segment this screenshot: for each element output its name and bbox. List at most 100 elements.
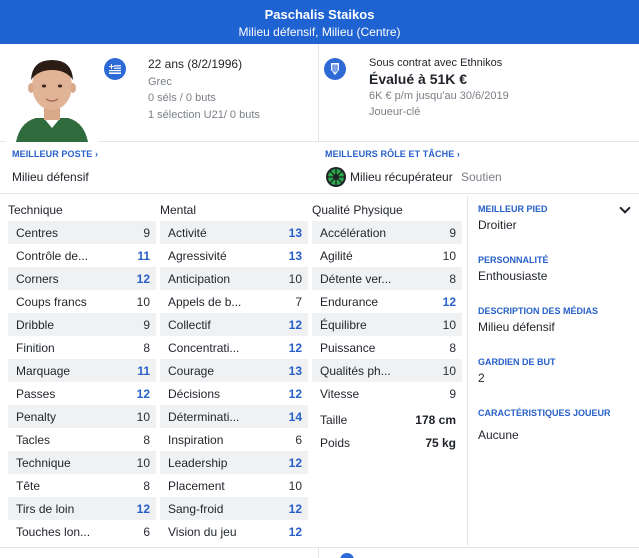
attribute-name: Leadership [168,456,228,470]
attribute-name: Vitesse [320,387,360,401]
physical-header: Qualité Physique [312,203,403,217]
attribute-row[interactable]: Centres 9 [8,221,156,244]
attribute-row[interactable]: Inspiration 6 [160,428,308,451]
attribute-value: 13 [288,226,302,240]
attribute-name: Tête [16,479,41,493]
attribute-name: Vision du jeu [168,525,237,539]
player-traits-value: Aucune [478,428,519,442]
attribute-row[interactable]: Vitesse 9 [312,382,462,405]
weight-row: Poids 75 kg [312,431,462,454]
best-position-link[interactable]: MEILLEUR POSTE › [12,149,98,159]
attribute-name: Sang-froid [168,502,224,516]
attribute-row[interactable]: Collectif 12 [160,313,308,336]
player-overview: 22 ans (8/2/1996) Grec 0 séls / 0 buts 1… [0,44,639,142]
bottom-divider [0,547,639,548]
player-header: Paschalis Staikos Milieu défensif, Milie… [0,0,639,44]
attribute-row[interactable]: Coups francs 10 [8,290,156,313]
attribute-row[interactable]: Finition 8 [8,336,156,359]
chevron-right-icon: › [456,149,461,159]
section-divider [0,193,639,194]
attribute-value: 13 [288,249,302,263]
attribute-row[interactable]: Anticipation 10 [160,267,308,290]
attribute-row[interactable]: Contrôle de... 11 [8,244,156,267]
attribute-row[interactable]: Vision du jeu 12 [160,520,308,543]
attribute-row[interactable]: Technique 10 [8,451,156,474]
attribute-row[interactable]: Dribble 9 [8,313,156,336]
attribute-row[interactable]: Tirs de loin 12 [8,497,156,520]
attribute-value: 10 [442,364,456,378]
attribute-name: Passes [16,387,56,401]
attribute-row[interactable]: Placement 10 [160,474,308,497]
player-name: Paschalis Staikos [264,7,375,22]
chevron-down-icon[interactable] [619,202,631,214]
attribute-name: Penalty [16,410,57,424]
attribute-row[interactable]: Appels de b... 7 [160,290,308,313]
role-suitability-icon [326,167,346,187]
attribute-value: 10 [288,479,302,493]
attribute-name: Agilité [320,249,353,263]
attribute-row[interactable]: Leadership 12 [160,451,308,474]
ethnikos-crest-icon[interactable] [324,58,346,80]
attribute-row[interactable]: Détente ver... 8 [312,267,462,290]
attribute-row[interactable]: Décisions 12 [160,382,308,405]
attribute-name: Équilibre [320,318,367,332]
attribute-row[interactable]: Accélération 9 [312,221,462,244]
attribute-name: Dribble [16,318,55,332]
attribute-name: Centres [16,226,59,240]
media-description-label: DESCRIPTION DES MÉDIAS [478,306,599,316]
player-traits-label: CARACTÉRISTIQUES JOUEUR [478,408,611,418]
best-role-link[interactable]: MEILLEURS RÔLE ET TÂCHE › [325,149,460,159]
attribute-row[interactable]: Penalty 10 [8,405,156,428]
attribute-row[interactable]: Activité 13 [160,221,308,244]
attribute-row[interactable]: Agressivité 13 [160,244,308,267]
player-age: 22 ans (8/2/1996) [148,57,243,71]
player-value: Évalué à 51K € [369,71,468,87]
attribute-value: 12 [288,525,302,539]
height-row: Taille 178 cm [312,408,462,431]
attribute-value: 12 [442,295,456,309]
player-wage: 6K € p/m jusqu'au 30/6/2019 [369,90,509,102]
attribute-row[interactable]: Équilibre 10 [312,313,462,336]
attribute-value: 9 [449,226,456,240]
attribute-row[interactable]: Agilité 10 [312,244,462,267]
contract-status[interactable]: Sous contrat avec Ethnikos [369,57,503,69]
attribute-name: Activité [168,226,207,240]
attribute-value: 9 [143,226,150,240]
attribute-value: 10 [136,456,150,470]
attribute-value: 8 [449,272,456,286]
attribute-name: Accélération [320,226,387,240]
player-u21-caps: 1 sélection U21/ 0 buts [148,109,260,121]
physical-attributes: Accélération 9 Agilité 10 Détente ver... 8 End… [312,221,462,405]
overview-divider [318,44,319,142]
attribute-row[interactable]: Puissance 8 [312,336,462,359]
attribute-value: 11 [137,249,150,263]
weight-value: 75 kg [425,436,456,450]
attribute-value: 10 [136,295,150,309]
attribute-row[interactable]: Corners 12 [8,267,156,290]
attribute-value: 8 [143,433,150,447]
best-position-value: Milieu défensif [12,170,89,184]
attribute-value: 12 [136,387,150,401]
attribute-name: Marquage [16,364,71,378]
mental-attributes: Activité 13 Agressivité 13 Anticipation 10 App… [160,221,308,543]
attribute-row[interactable]: Qualités ph... 10 [312,359,462,382]
attribute-row[interactable]: Endurance 12 [312,290,462,313]
attribute-name: Détente ver... [320,272,392,286]
weight-label: Poids [320,436,351,450]
attribute-row[interactable]: Marquage 11 [8,359,156,382]
attribute-name: Décisions [168,387,221,401]
technical-attributes: Centres 9 Contrôle de... 11 Corners 12 Coups f… [8,221,156,543]
attribute-row[interactable]: Déterminati... 14 [160,405,308,428]
attribute-row[interactable]: Tacles 8 [8,428,156,451]
attribute-name: Corners [16,272,59,286]
height-label: Taille [320,413,348,427]
attribute-row[interactable]: Courage 13 [160,359,308,382]
personality-value: Enthousiaste [478,269,548,283]
attribute-row[interactable]: Passes 12 [8,382,156,405]
attribute-row[interactable]: Touches lon... 6 [8,520,156,543]
attribute-row[interactable]: Sang-froid 12 [160,497,308,520]
technical-header: Technique [8,203,63,217]
attribute-value: 13 [288,364,302,378]
attribute-row[interactable]: Concentrati... 12 [160,336,308,359]
attribute-row[interactable]: Tête 8 [8,474,156,497]
